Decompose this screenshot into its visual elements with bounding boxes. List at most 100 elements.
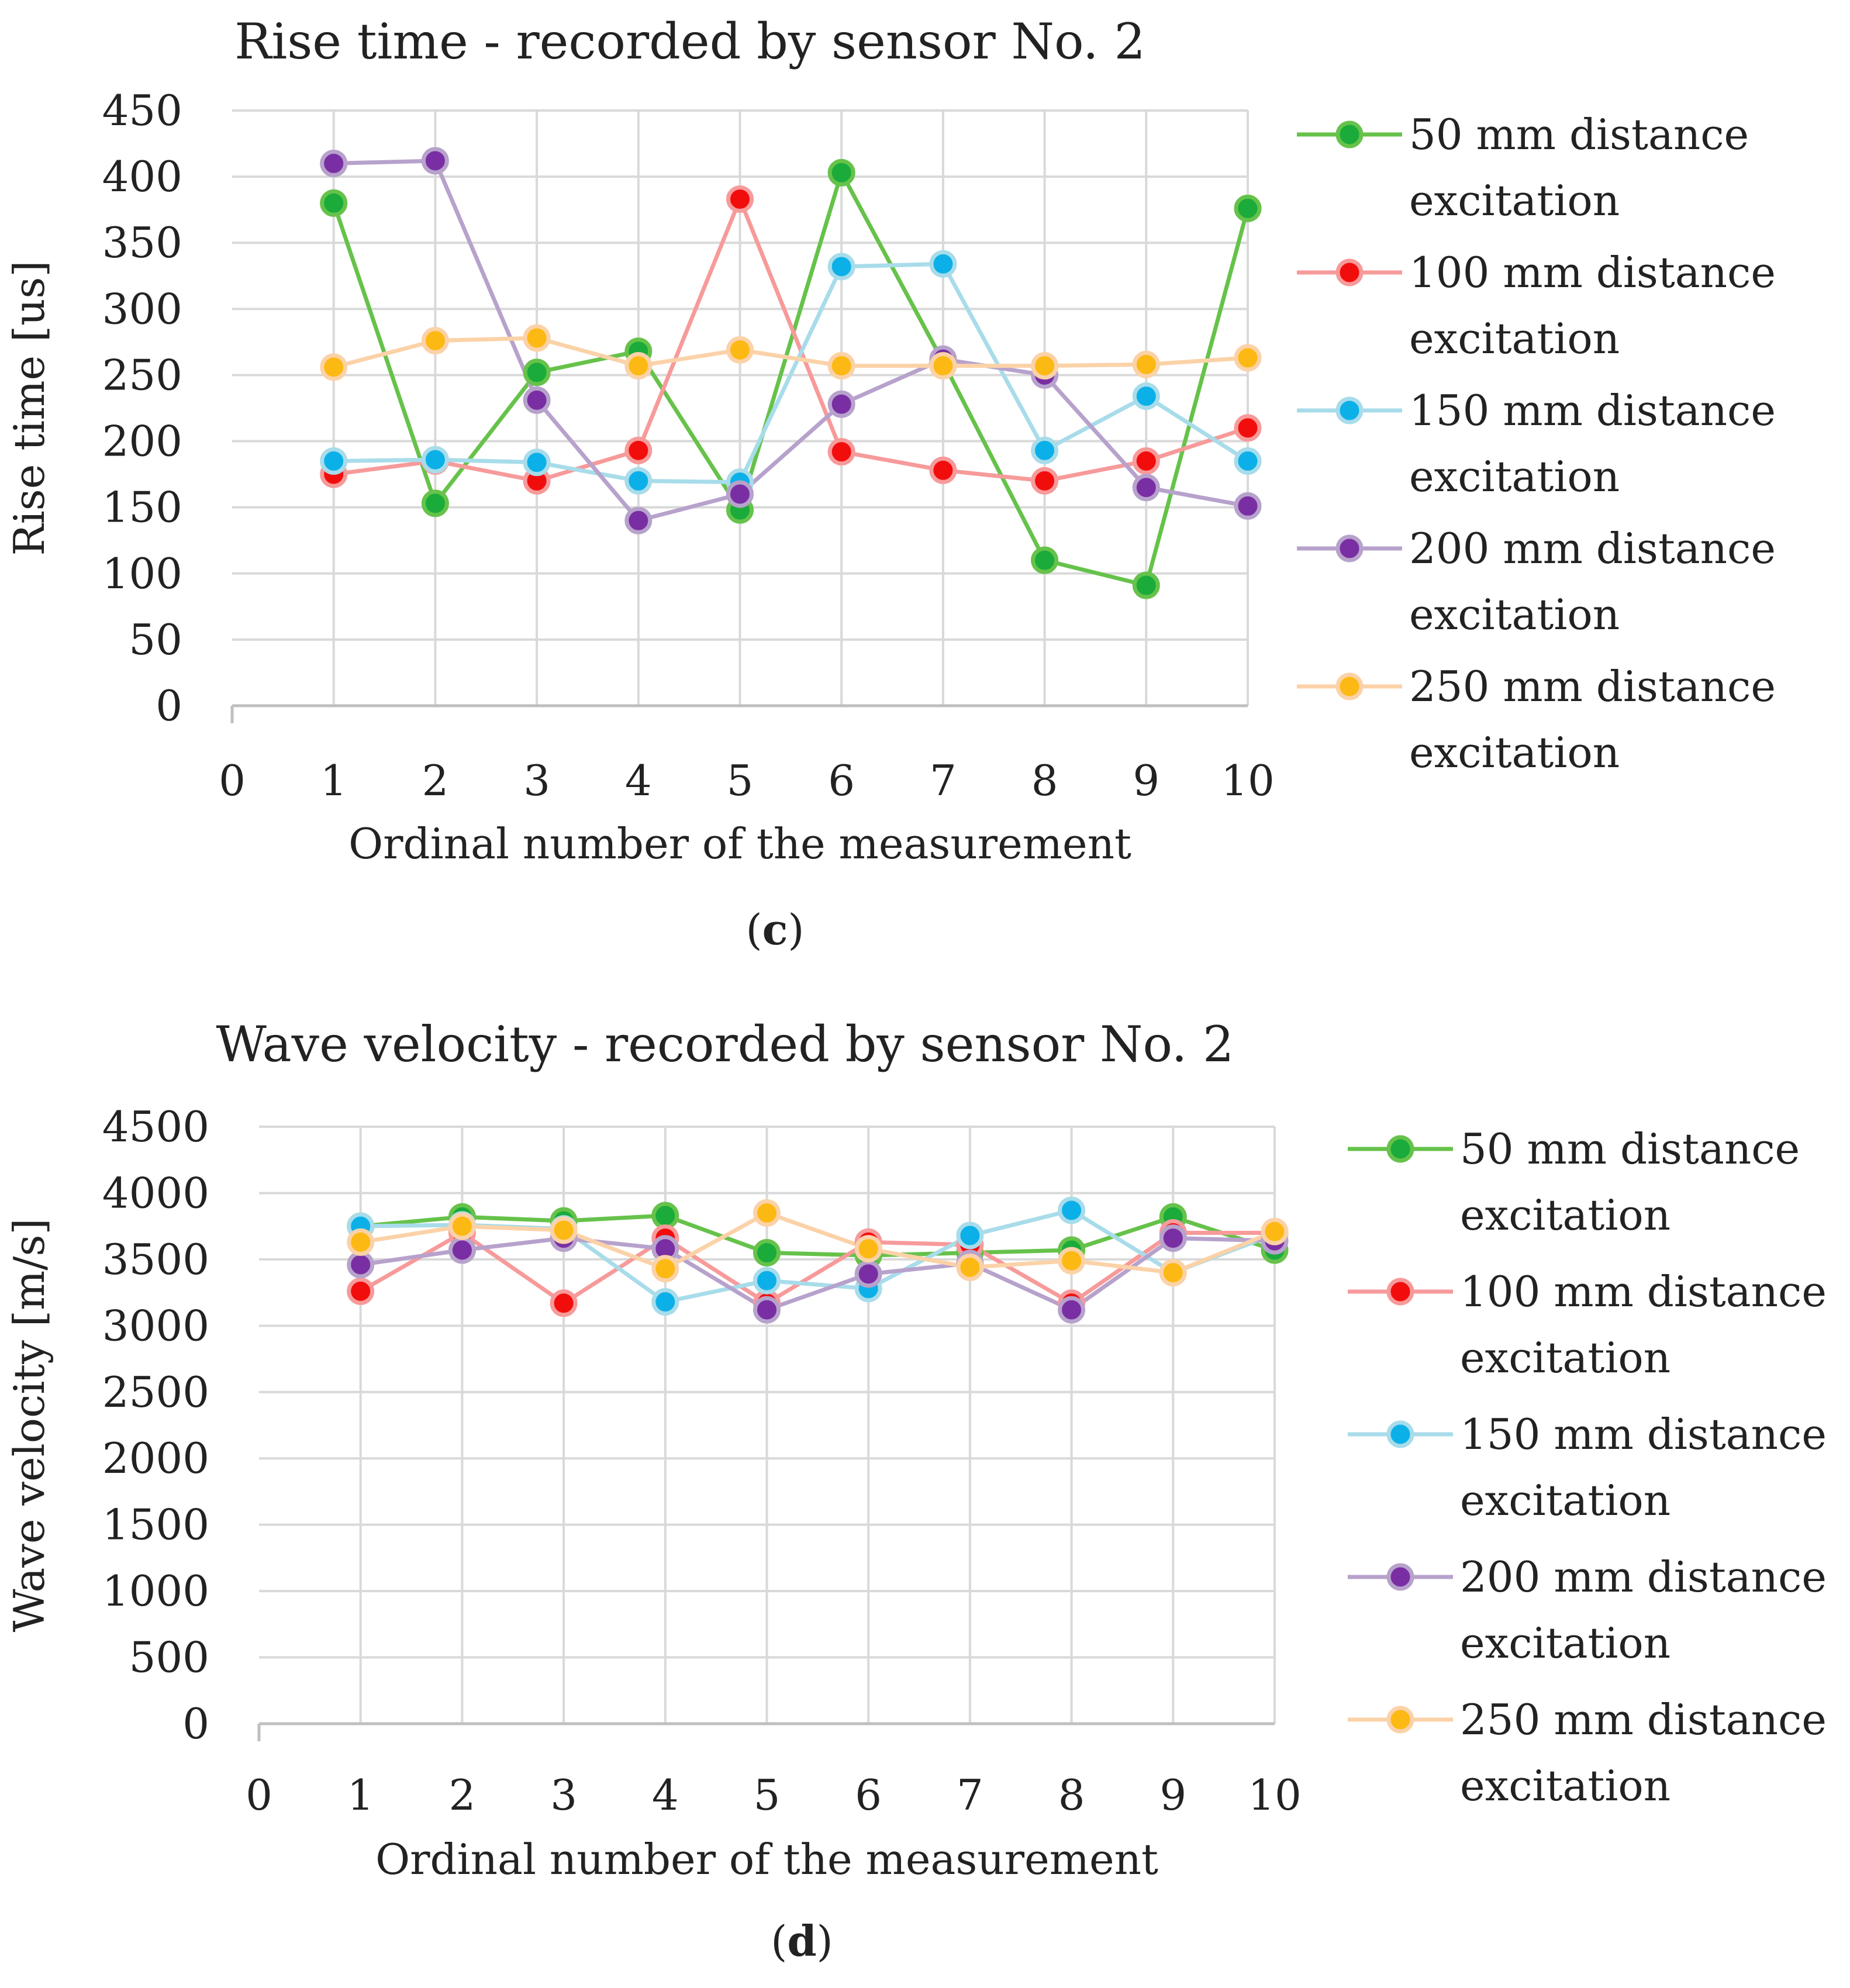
series-5-point — [956, 1254, 984, 1282]
series-1-point — [1234, 194, 1262, 222]
legend: 50 mm distance excitation 100 mm distance e… — [1297, 110, 1776, 777]
series-line-3 — [333, 261, 1249, 485]
series-2-point — [827, 438, 855, 466]
series-5-point — [523, 324, 551, 352]
chart-title: Wave velocity - recorded by sensor No. 2 — [216, 1016, 1234, 1073]
series-4-point — [1132, 474, 1160, 502]
series-2-point — [347, 1277, 375, 1305]
series-5-point — [1132, 350, 1160, 378]
x-tick-label: 2 — [422, 756, 448, 805]
series-3-point — [421, 446, 449, 474]
legend-item: 200 mm distance excitation — [1297, 524, 1776, 639]
legend-label-continued: excitation — [1460, 1761, 1670, 1810]
series-3-point — [753, 1266, 781, 1295]
series-5-point — [550, 1216, 578, 1244]
legend-marker — [1335, 258, 1364, 287]
x-tick-label: 0 — [219, 756, 246, 805]
y-tick-label: 150 — [102, 483, 182, 532]
series-2-point — [1132, 447, 1160, 475]
legend-label: 200 mm distance — [1460, 1552, 1827, 1602]
legend-label-continued: excitation — [1409, 590, 1620, 639]
series-line-5 — [333, 336, 1248, 370]
series-line-1 — [332, 170, 1250, 588]
series-line-1 — [360, 1213, 1276, 1258]
series-2-point — [1234, 414, 1262, 442]
series-5-point — [1159, 1259, 1187, 1287]
series-3-point — [320, 447, 348, 475]
series-1-point — [651, 1202, 679, 1230]
legend-label-continued: excitation — [1409, 728, 1620, 777]
series-4-point — [827, 390, 855, 418]
legend-label-continued: excitation — [1409, 314, 1620, 363]
series-5-point — [827, 352, 855, 380]
series-3-point — [956, 1221, 984, 1250]
legend-label-continued: excitation — [1460, 1190, 1670, 1240]
series-1-point — [1031, 546, 1059, 574]
series-3-point — [1058, 1196, 1086, 1224]
series-1-point — [421, 489, 449, 517]
series-line-2 — [333, 197, 1249, 483]
x-tick-label: 10 — [1248, 1770, 1302, 1820]
legend-marker — [1386, 1420, 1414, 1448]
legend-label-continued: excitation — [1460, 1333, 1670, 1382]
series-3-point — [929, 250, 957, 278]
legend-label-continued: excitation — [1409, 176, 1620, 225]
series-3-point — [523, 448, 551, 477]
legend-item: 150 mm distance excitation — [1348, 1410, 1827, 1525]
series-3-point — [651, 1288, 679, 1316]
y-tick-label: 2000 — [102, 1434, 209, 1483]
x-tick-label: 1 — [347, 1770, 374, 1820]
x-tick-label: 6 — [855, 1770, 882, 1820]
y-tick-label: 0 — [182, 1699, 209, 1748]
series-line-4 — [360, 1236, 1275, 1312]
legend: 50 mm distance excitation 100 mm distance e… — [1348, 1124, 1827, 1810]
series-line-4 — [333, 158, 1248, 523]
series-3-point — [624, 467, 653, 495]
series-5-point — [651, 1255, 679, 1283]
legend-marker — [1335, 534, 1364, 562]
legend-marker — [1386, 1135, 1414, 1163]
y-tick-label: 3000 — [102, 1301, 209, 1350]
x-axis-label: Ordinal number of the measurement — [375, 1835, 1158, 1884]
legend-item: 100 mm distance excitation — [1348, 1267, 1827, 1382]
x-tick-label: 9 — [1133, 756, 1159, 805]
series-5-point — [448, 1212, 476, 1240]
y-tick-label: 3500 — [102, 1235, 209, 1284]
series-2-point — [929, 456, 957, 484]
panel-caption: (d) — [771, 1916, 833, 1966]
legend-label: 150 mm distance — [1460, 1410, 1827, 1459]
series-4-point — [1159, 1224, 1187, 1252]
x-tick-label: 5 — [754, 1770, 781, 1820]
series-3-point — [1234, 447, 1262, 475]
legend-marker — [1386, 1278, 1414, 1306]
series-4-point — [854, 1260, 882, 1288]
x-tick-label: 9 — [1159, 1770, 1186, 1820]
series-5-point — [1058, 1247, 1086, 1275]
y-tick-label: 500 — [129, 1633, 209, 1682]
chart-wave-velocity: Wave velocity - recorded by sensor No. 2… — [5, 1016, 1827, 1966]
series-1-point — [320, 189, 348, 217]
legend-item: 200 mm distance excitation — [1348, 1552, 1827, 1668]
legend-item: 250 mm distance excitation — [1348, 1695, 1827, 1810]
series-5-point — [726, 336, 754, 364]
x-tick-label: 7 — [930, 756, 957, 805]
series-5-point — [753, 1199, 781, 1227]
series-5-point — [421, 327, 449, 355]
legend-label: 50 mm distance — [1409, 110, 1749, 159]
series-4-point — [523, 386, 551, 414]
y-tick-label: 0 — [156, 681, 182, 730]
y-tick-label: 350 — [102, 218, 182, 267]
legend-label-continued: excitation — [1409, 452, 1620, 501]
y-tick-label: 300 — [102, 284, 182, 333]
x-tick-label: 0 — [246, 1770, 272, 1820]
series-2-point — [624, 436, 653, 464]
chart-title: Rise time - recorded by sensor No. 2 — [234, 13, 1145, 70]
legend-label: 150 mm distance — [1409, 386, 1776, 435]
legend-marker — [1386, 1706, 1414, 1734]
legend-label: 100 mm distance — [1409, 248, 1776, 297]
legend-label-continued: excitation — [1460, 1618, 1670, 1668]
x-tick-label: 4 — [625, 756, 652, 805]
series-5-point — [854, 1235, 882, 1263]
legend-marker — [1386, 1563, 1414, 1591]
y-tick-label: 100 — [102, 549, 182, 598]
